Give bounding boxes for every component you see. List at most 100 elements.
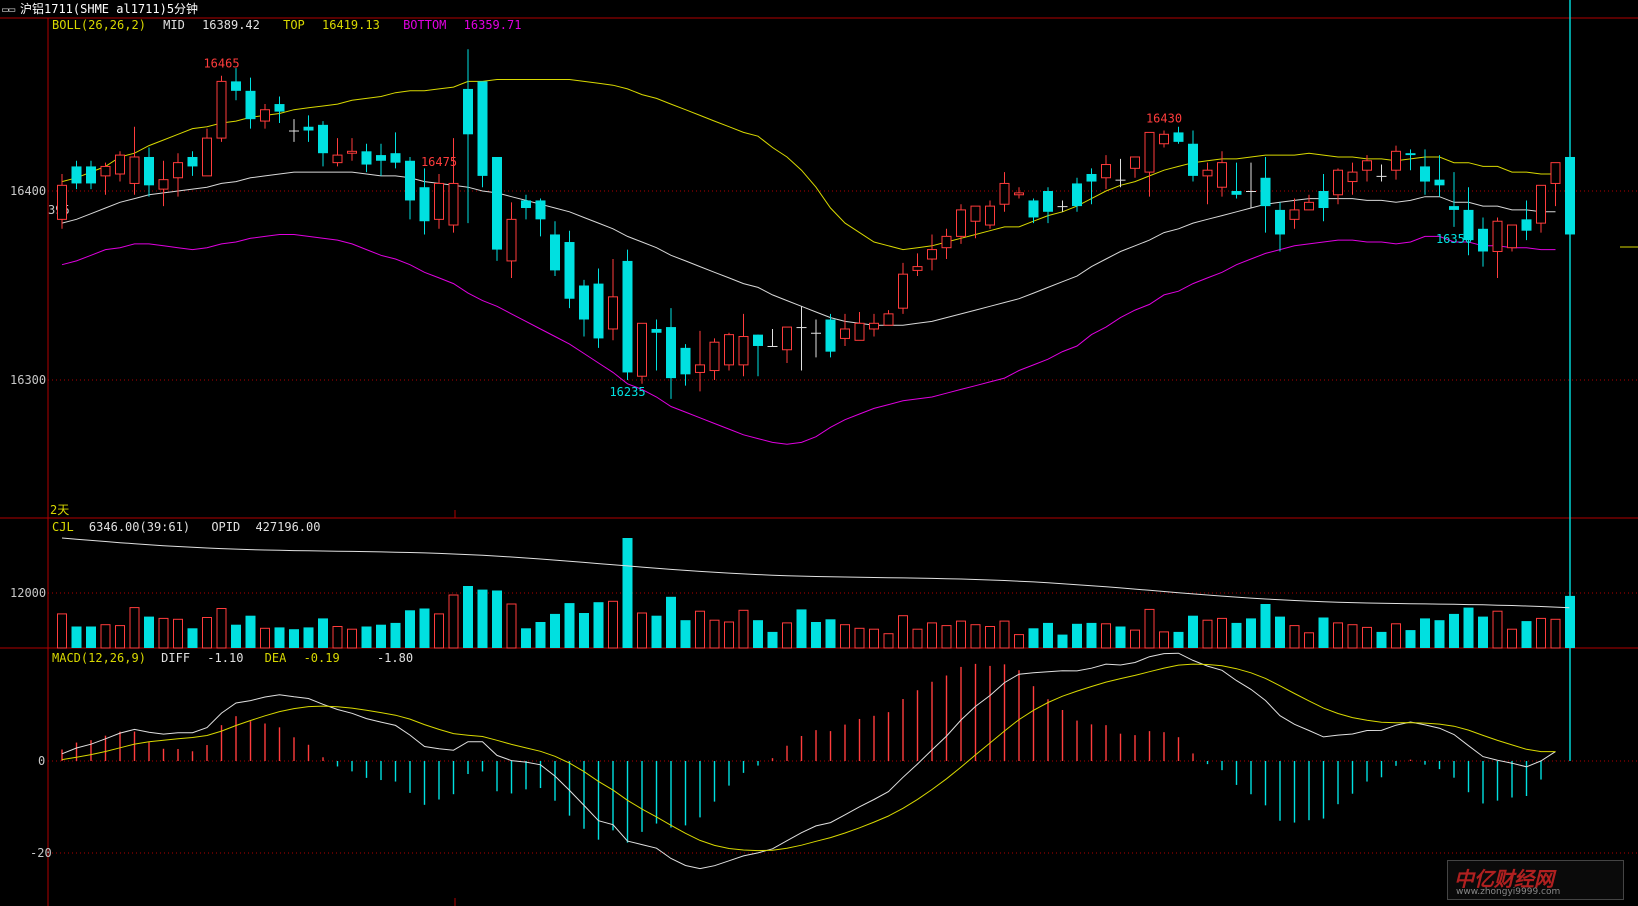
volume-bar — [86, 626, 96, 648]
candle — [303, 115, 314, 142]
volume-bar — [724, 621, 734, 649]
candle-body — [1057, 206, 1068, 208]
volume-bar — [695, 610, 705, 649]
candle-body — [1536, 184, 1546, 224]
candle-body — [1333, 169, 1343, 196]
candle — [1246, 162, 1256, 209]
volume-bar — [492, 590, 502, 648]
candle — [1275, 202, 1285, 252]
diff-value: -1.10 — [207, 651, 243, 665]
volume-bar — [1347, 624, 1358, 649]
candle-body — [869, 322, 879, 330]
candle-body — [1159, 133, 1169, 145]
volume-bar — [129, 607, 140, 649]
candle — [1478, 217, 1488, 267]
candle — [651, 319, 662, 371]
candle — [1391, 145, 1401, 180]
candle-body — [1115, 179, 1126, 181]
candle — [898, 262, 908, 314]
candle — [289, 119, 299, 142]
volume-bar — [144, 616, 154, 648]
candle-body — [1405, 153, 1416, 156]
macd-axis: 0 -20 — [30, 754, 52, 860]
volume-bar — [811, 622, 821, 648]
boll-top-label: TOP — [283, 18, 305, 32]
boll-mid-line — [61, 171, 1556, 326]
candle — [1217, 151, 1227, 197]
price-axis: 16400 16300 395 — [10, 184, 70, 387]
volume-bar — [999, 620, 1010, 649]
dea-label: DEA — [265, 651, 287, 665]
candle-body — [144, 156, 154, 186]
candle — [753, 334, 763, 377]
volume-bar — [854, 627, 865, 649]
boll-bottom-value: 16359.71 — [464, 18, 522, 32]
candle — [840, 313, 850, 346]
volume-value: 6346.00(39:61) — [89, 520, 190, 534]
candle-body — [1217, 162, 1227, 188]
volume-bar — [840, 624, 850, 649]
candle-body — [898, 273, 908, 309]
volume-bar — [1043, 622, 1053, 648]
volume-bar — [1202, 619, 1213, 649]
volume-bar — [1463, 607, 1474, 648]
volume-bar — [651, 615, 662, 648]
candle — [71, 160, 82, 190]
volume-bar — [985, 626, 995, 649]
candle-body — [86, 166, 96, 184]
candle — [550, 221, 560, 277]
volume-bar — [332, 626, 343, 649]
price-tick-16300: 16300 — [10, 373, 46, 387]
candle — [970, 205, 981, 239]
window-menu-icon[interactable]: ▭▭ — [2, 3, 16, 16]
volume-bar — [1492, 610, 1503, 649]
candle — [1376, 164, 1387, 182]
candle-body — [1144, 131, 1155, 173]
price-tick-16400: 16400 — [10, 184, 46, 198]
candle-body — [216, 80, 227, 139]
volume-bar — [1275, 616, 1285, 648]
volume-bar — [1188, 615, 1198, 648]
candle-body — [115, 154, 125, 175]
candle-body — [405, 160, 415, 201]
volume-bar — [1014, 634, 1024, 649]
candle — [622, 249, 633, 380]
volume-bar — [71, 626, 82, 648]
volume-bar — [1144, 608, 1155, 649]
volume-bar — [1057, 634, 1068, 648]
candle-body — [680, 347, 691, 375]
volume-bar — [1318, 617, 1329, 648]
candle — [274, 96, 285, 123]
volume-bar — [1231, 622, 1242, 648]
candle — [463, 49, 473, 224]
macd-header: MACD(12,26,9) DIFF -1.10 DEA -0.19 -1.80 — [52, 651, 413, 665]
price-annotation: 16475 — [421, 155, 457, 169]
macd-tick-0: 0 — [38, 754, 45, 768]
candle — [506, 202, 517, 278]
candle — [1188, 130, 1198, 182]
window-title-bar: ▭▭ 沪铝1711(SHME al1711)5分钟 — [0, 0, 198, 18]
candle — [347, 138, 357, 161]
candle — [1173, 126, 1184, 144]
candle-body — [318, 124, 328, 154]
candle — [1463, 187, 1474, 256]
candle-body — [854, 322, 865, 341]
volume-bar — [115, 625, 125, 649]
volume-bar — [477, 589, 488, 648]
volume-bar — [753, 620, 763, 648]
volume-bar — [419, 608, 430, 648]
volume-bar — [550, 613, 560, 648]
volume-bar — [883, 633, 894, 649]
candle-body — [347, 150, 357, 154]
volume-bar — [782, 622, 792, 649]
volume-bar — [680, 620, 691, 648]
candle-body — [1202, 169, 1213, 177]
volume-bar — [1159, 631, 1169, 649]
price-annotation: 16350 — [1436, 232, 1472, 246]
volume-bar — [622, 538, 633, 648]
candle-body — [1014, 192, 1024, 196]
candle-body — [1304, 201, 1314, 211]
volume-bar — [318, 618, 328, 648]
candle — [1202, 162, 1213, 205]
volume-bar — [173, 618, 183, 649]
